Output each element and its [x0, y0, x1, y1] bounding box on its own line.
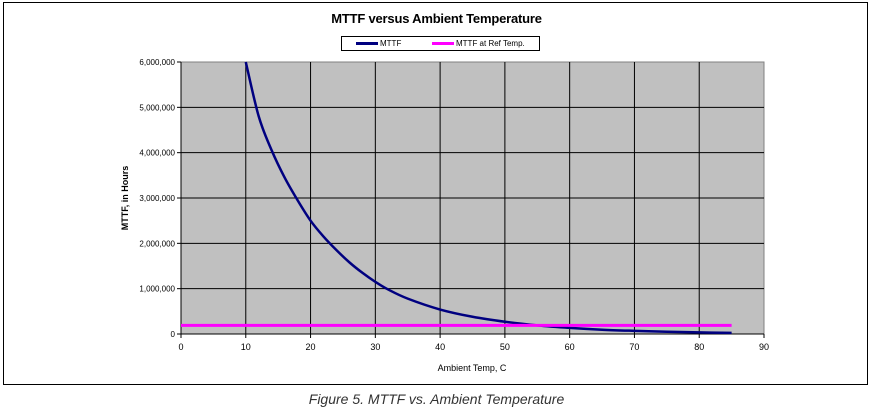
y-tick-label: 2,000,000 — [139, 239, 175, 248]
grid-lines — [181, 62, 764, 334]
y-tick-label: 6,000,000 — [139, 58, 175, 67]
y-tick-label: 0 — [171, 330, 176, 339]
figure-caption: Figure 5. MTTF vs. Ambient Temperature — [308, 391, 565, 407]
y-tick-label: 3,000,000 — [139, 194, 175, 203]
x-tick-labels: 0 10 20 30 40 50 60 70 80 90 — [178, 342, 769, 352]
series-lines — [181, 61, 732, 335]
x-tick-label: 80 — [694, 342, 704, 352]
legend-item-mttf: MTTF — [356, 38, 401, 50]
chart-legend: MTTF MTTF at Ref Temp. — [341, 36, 540, 51]
x-tick-label: 0 — [178, 342, 183, 352]
y-tick-label: 5,000,000 — [139, 103, 175, 112]
axes — [177, 61, 765, 338]
legend-label-mttf: MTTF — [380, 39, 402, 48]
x-tick-label: 20 — [306, 342, 316, 352]
x-tick-label: 40 — [435, 342, 445, 352]
series-line-mttf — [244, 61, 732, 335]
legend-swatch-ref — [432, 42, 454, 46]
chart-title: MTTF versus Ambient Temperature — [331, 11, 542, 26]
chart-frame: MTTF versus Ambient Temperature MTTF MTT… — [3, 2, 868, 385]
y-tick-label: 1,000,000 — [139, 285, 175, 294]
legend-swatch-mttf — [356, 42, 378, 46]
x-tick-label: 70 — [629, 342, 639, 352]
mttf-chart: 0 10 20 30 40 50 60 70 80 90 0 1,000,000 2,000,000 3… — [120, 58, 769, 373]
x-axis-label: Ambient Temp, C — [438, 363, 507, 373]
x-tick-label: 30 — [370, 342, 380, 352]
x-tick-label: 60 — [565, 342, 575, 352]
y-axis-label: MTTF, in Hours — [120, 166, 130, 231]
y-tick-labels: 0 1,000,000 2,000,000 3,000,000 4,000,000 5,0… — [139, 58, 175, 339]
x-tick-label: 90 — [759, 342, 769, 352]
y-tick-label: 4,000,000 — [139, 149, 175, 158]
x-tick-label: 50 — [500, 342, 510, 352]
x-tick-label: 10 — [241, 342, 251, 352]
legend-item-ref: MTTF at Ref Temp. — [432, 38, 525, 50]
legend-label-ref: MTTF at Ref Temp. — [456, 39, 525, 48]
